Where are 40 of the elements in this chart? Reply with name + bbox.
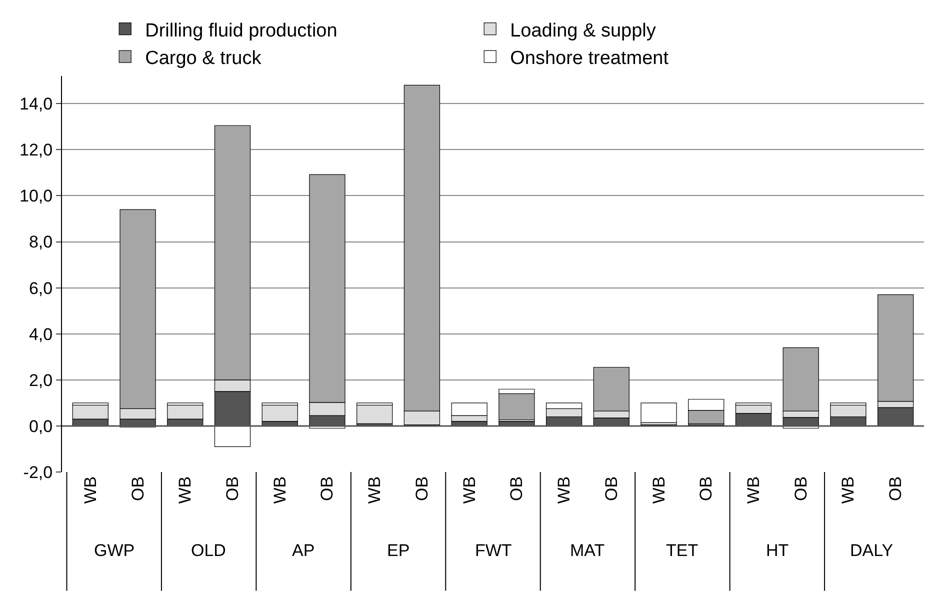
- y-tick-label: 0,0: [28, 416, 53, 436]
- x-tick-label: WB: [270, 476, 290, 504]
- x-tick-label: OB: [223, 476, 242, 501]
- text: HT: [766, 541, 789, 560]
- y-tick-label: 8,0: [28, 232, 53, 252]
- legend-label: Drilling fluid production: [145, 20, 338, 42]
- x-tick-label: WB: [838, 476, 858, 504]
- y-tick-label: -2,0: [23, 462, 53, 482]
- text: AP: [292, 541, 315, 560]
- x-tick-label: OB: [791, 476, 810, 501]
- y-tick-label: 6,0: [28, 278, 53, 298]
- x-tick-label: OB: [412, 476, 432, 501]
- text: OLD: [191, 541, 226, 560]
- x-tick-label: WB: [80, 476, 100, 504]
- y-tick-label: 2,0: [28, 370, 53, 390]
- x-tick-label: OB: [507, 476, 526, 501]
- x-tick-label: WB: [554, 476, 574, 504]
- legend-label: Onshore treatment: [510, 48, 670, 69]
- text: MAT: [570, 541, 605, 560]
- x-tick-label: WB: [460, 476, 479, 504]
- x-tick-label: OB: [886, 476, 906, 501]
- legend-label: Cargo & truck: [145, 48, 262, 69]
- y-tick-label: 14,0: [20, 94, 53, 114]
- x-tick-label: WB: [649, 476, 668, 504]
- text: FWT: [475, 541, 512, 560]
- x-tick-label: WB: [365, 476, 384, 504]
- x-tick-label: OB: [602, 476, 621, 501]
- x-tick-label: OB: [318, 476, 337, 501]
- x-tick-label: WB: [744, 476, 764, 504]
- x-tick-label: OB: [696, 476, 716, 501]
- y-tick-label: 12,0: [20, 140, 53, 160]
- text: DALY: [850, 541, 894, 560]
- text: EP: [387, 541, 410, 560]
- x-tick-label: WB: [176, 476, 195, 504]
- text: TET: [666, 541, 698, 560]
- x-tick-label: OB: [128, 476, 148, 501]
- y-tick-label: 4,0: [28, 324, 53, 344]
- legend-label: Loading & supply: [510, 20, 656, 42]
- y-tick-label: 10,0: [20, 186, 53, 206]
- text: GWP: [94, 541, 135, 560]
